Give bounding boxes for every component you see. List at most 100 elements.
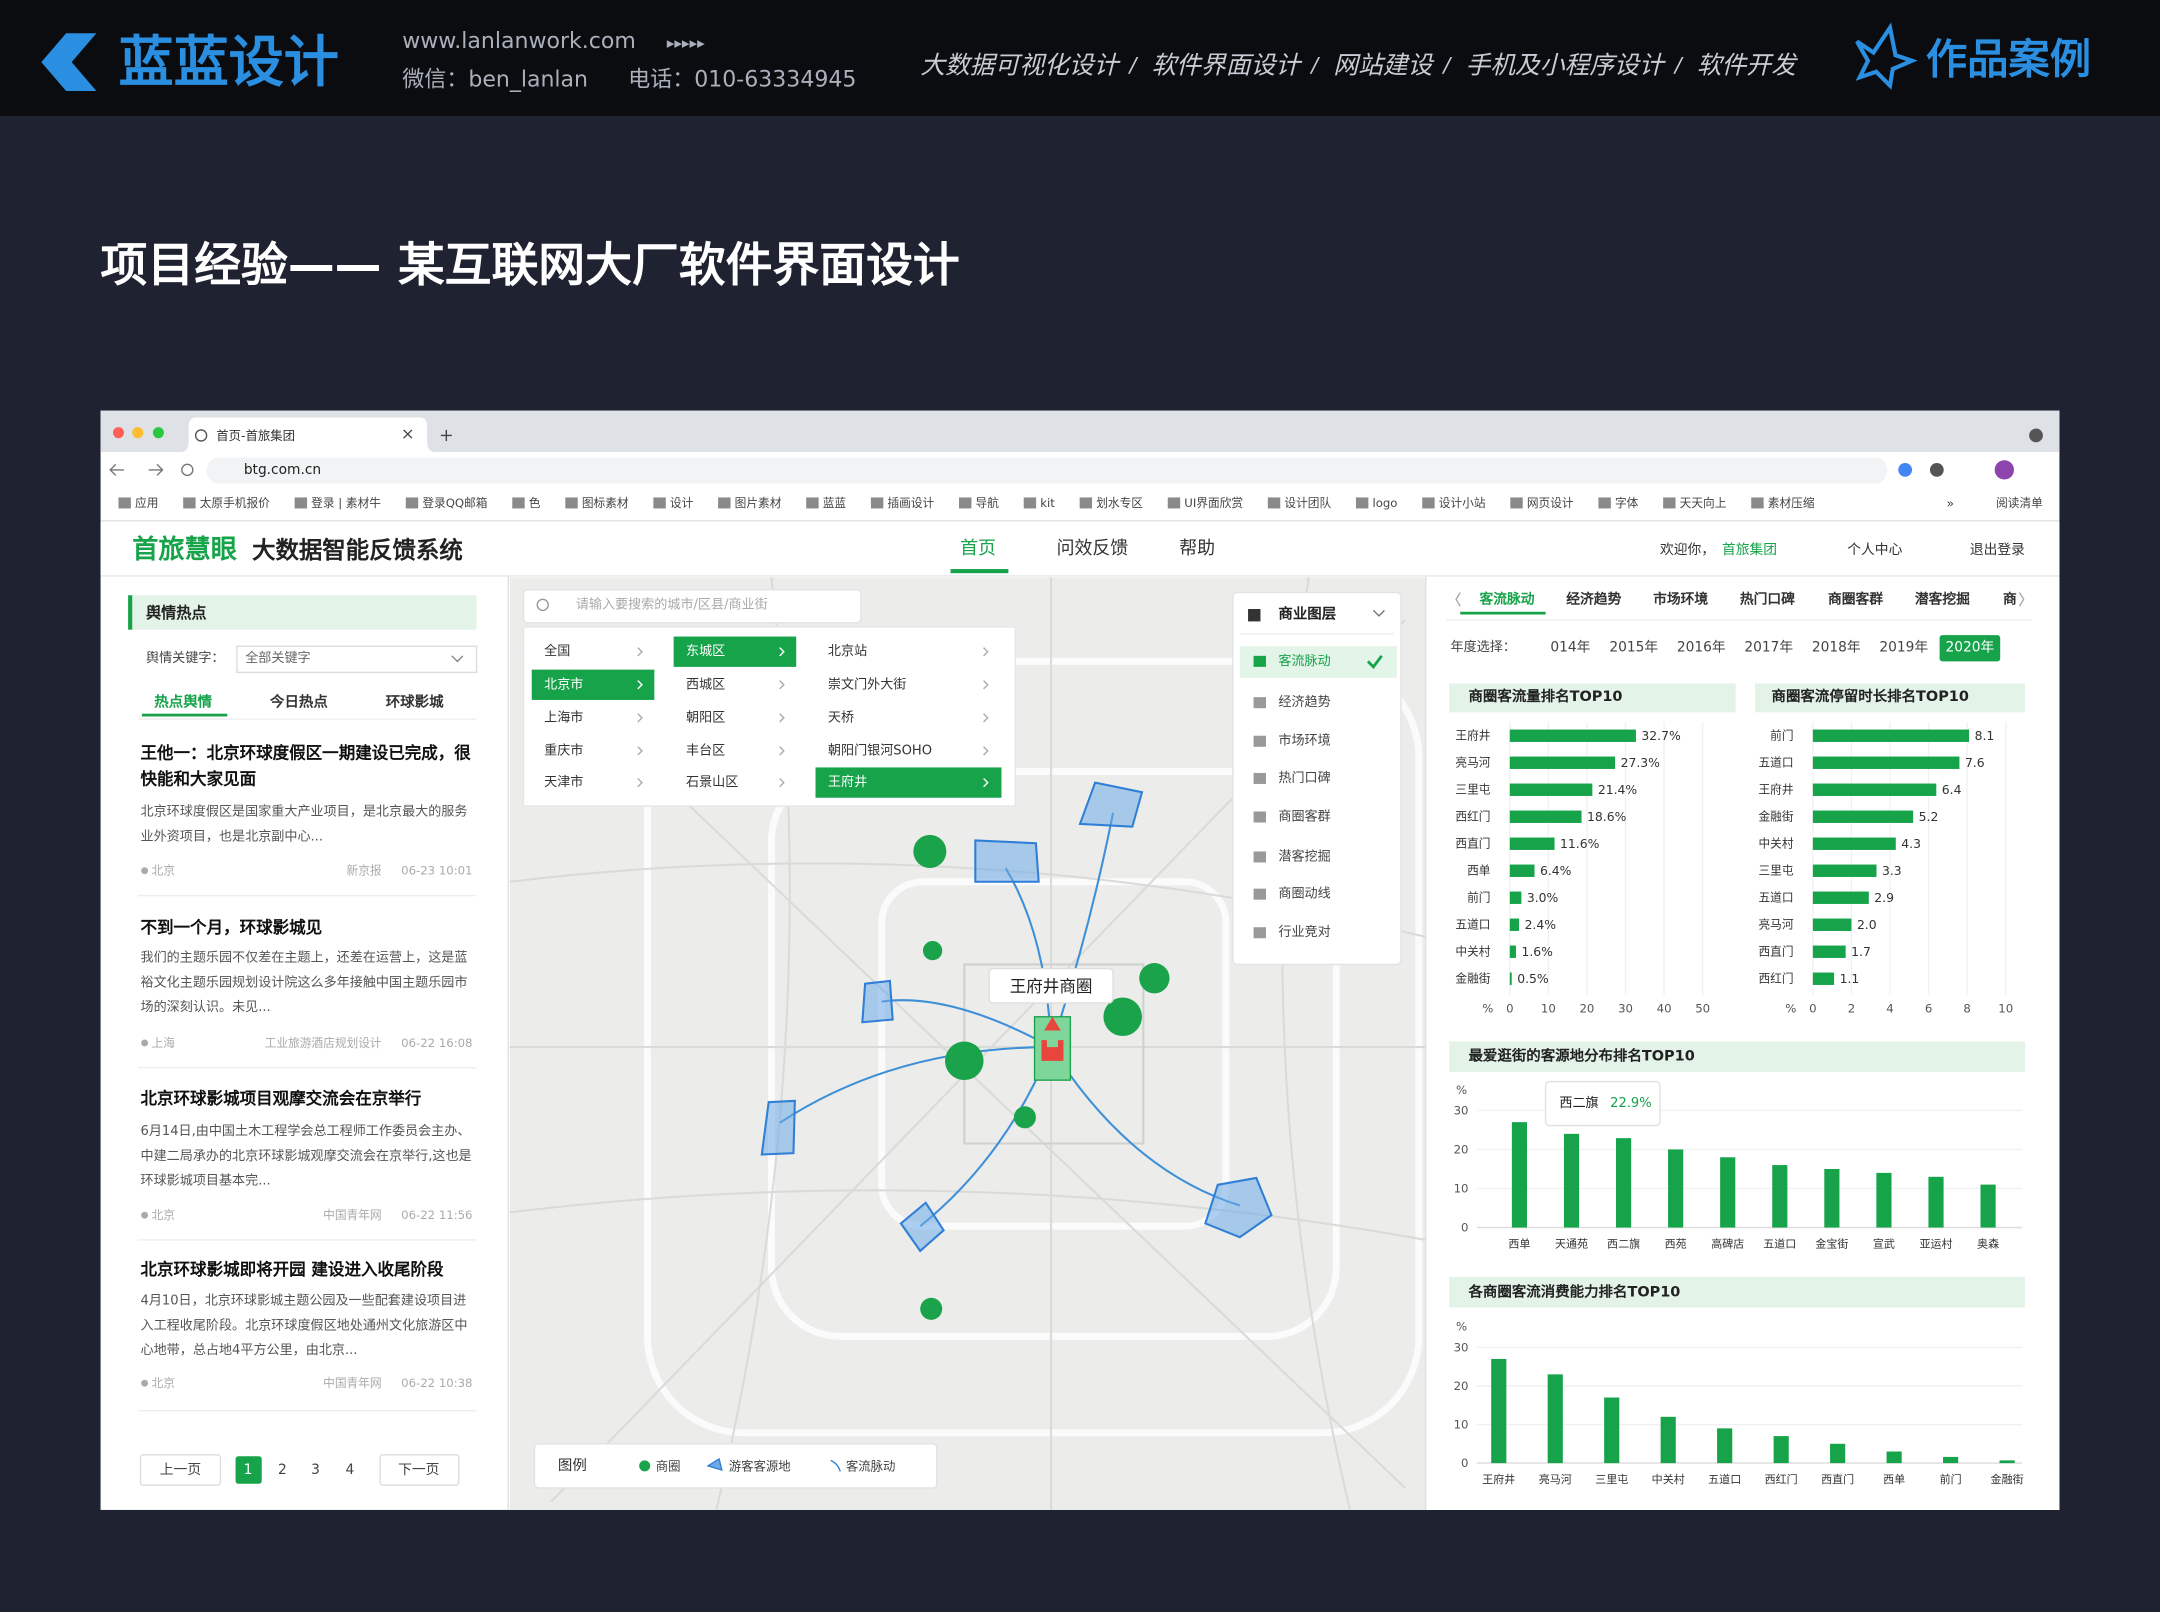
selected-region <box>531 669 655 700</box>
region-item[interactable]: 天津市 <box>544 773 583 790</box>
layer-item[interactable]: 市场环境 <box>1278 732 1330 749</box>
window-close[interactable] <box>112 427 124 439</box>
region-item[interactable]: 朝阳区 <box>686 709 725 725</box>
news-summary: 4月10日，北京环球影城主题公园及一些配套建设项目进 <box>141 1292 467 1308</box>
page-number[interactable]: 3 <box>311 1462 320 1478</box>
news-title[interactable]: 北京环球影城即将开园 建设进入收尾阶段 <box>141 1258 445 1278</box>
current-page[interactable] <box>235 1456 262 1484</box>
analysis-tab[interactable]: 客流脉动 <box>1479 590 1535 607</box>
value-label: 2.9 <box>1874 890 1894 905</box>
nav-arrows[interactable] <box>109 463 164 476</box>
layer-item[interactable]: 商圈动线 <box>1278 886 1330 902</box>
badge-icon <box>1855 22 1918 90</box>
year-item[interactable]: 2017年 <box>1744 640 1793 656</box>
tooltip-box <box>1544 1080 1661 1127</box>
region-item[interactable]: 西城区 <box>686 676 725 692</box>
prev-button[interactable] <box>139 1454 222 1486</box>
axis-unit: % <box>1456 1320 1467 1334</box>
bar <box>1717 1428 1733 1464</box>
region-item[interactable]: 朝阳门银河SOHO <box>828 742 932 758</box>
analysis-tab[interactable]: 热门口碑 <box>1740 590 1795 607</box>
legend-title: 图例 <box>558 1457 587 1474</box>
bookmark: 天天向上 <box>1680 496 1727 510</box>
news-title[interactable]: 不到一个月，环球影城见 <box>141 918 323 937</box>
layer-item[interactable]: 经济趋势 <box>1278 694 1330 710</box>
news-tab[interactable]: 热点舆情 <box>154 693 212 711</box>
region-item[interactable]: 北京市 <box>544 675 583 692</box>
year-item[interactable]: 2015年 <box>1609 640 1658 656</box>
category-label: 中关村 <box>1455 945 1490 959</box>
region-item[interactable]: 北京站 <box>828 643 867 659</box>
region-item[interactable]: 东城区 <box>686 643 725 659</box>
nav-item[interactable]: 首页 <box>960 538 996 559</box>
bar <box>1812 810 1914 823</box>
analysis-tab[interactable]: 市场环境 <box>1653 590 1708 607</box>
nav-item[interactable]: 帮助 <box>1179 538 1215 559</box>
news-tab[interactable]: 环球影城 <box>386 693 444 711</box>
category-label: 西单 <box>1508 1238 1530 1251</box>
region-item[interactable]: 丰台区 <box>686 742 725 758</box>
region-item[interactable]: 石景山区 <box>686 774 738 790</box>
region-item[interactable]: 天桥 <box>828 709 854 725</box>
layer-item[interactable]: 行业竞对 <box>1278 923 1330 940</box>
year-label: 年度选择： <box>1451 639 1516 655</box>
page-number[interactable]: 4 <box>346 1462 355 1478</box>
news-title[interactable]: 王他一：北京环球度假区一期建设已完成，很快能和大家见面 <box>141 742 472 788</box>
window-minimize[interactable] <box>132 427 144 439</box>
bookmark-icon <box>1422 497 1435 509</box>
analysis-tab[interactable]: 商圈客群 <box>1828 590 1883 607</box>
analysis-tab[interactable]: 潜客挖掘 <box>1915 590 1970 607</box>
tab-close[interactable] <box>403 429 413 439</box>
news-summary: 环球影城项目基本完... <box>141 1172 271 1188</box>
year-item[interactable]: 2020年 <box>1945 640 1994 656</box>
region-item[interactable]: 王府井 <box>828 774 867 790</box>
next-button[interactable] <box>379 1454 460 1486</box>
reload[interactable] <box>181 463 194 477</box>
bar <box>1830 1443 1846 1464</box>
year-item[interactable]: 014年 <box>1550 640 1590 656</box>
layer-item[interactable]: 潜客挖掘 <box>1278 847 1330 864</box>
year-item[interactable]: 2018年 <box>1812 640 1861 656</box>
layer-item[interactable]: 热门口碑 <box>1278 770 1330 786</box>
nav-item[interactable]: 问效反馈 <box>1057 538 1129 559</box>
extension[interactable] <box>1898 462 1913 477</box>
profile[interactable] <box>1994 460 2014 480</box>
analysis-tab[interactable]: 经济趋势 <box>1566 590 1621 607</box>
window-maximize[interactable] <box>152 427 164 439</box>
logout[interactable]: 退出登录 <box>1970 542 2025 558</box>
search-box[interactable] <box>522 589 862 624</box>
map <box>760 1099 796 1156</box>
extension[interactable] <box>1929 462 1944 477</box>
omnibox[interactable] <box>206 457 1888 484</box>
category-label: 王府井 <box>1758 783 1793 797</box>
region-item[interactable]: 重庆市 <box>544 741 583 758</box>
year-item[interactable]: 2019年 <box>1879 640 1928 656</box>
analysis-tab[interactable]: 商 <box>2003 590 2017 607</box>
map <box>974 839 1040 883</box>
region-item[interactable]: 全国 <box>544 642 570 659</box>
news-summary: 北京环球度假区是国家重大产业项目，是北京最大的服务业外资项目，也是北京副中心..… <box>141 802 468 844</box>
service-item: 软件界面设计 <box>1152 50 1303 79</box>
layer-item[interactable]: 客流脉动 <box>1278 652 1330 669</box>
browser-tab[interactable] <box>180 417 436 452</box>
callout-label: 王府井商圈 <box>1010 977 1093 996</box>
value-label: 8.1 <box>1975 728 1995 743</box>
tab-scroll[interactable] <box>1455 592 2025 607</box>
layer-item[interactable]: 商圈客群 <box>1278 808 1330 825</box>
brand-logo <box>41 33 97 92</box>
personal-center[interactable]: 个人中心 <box>1847 542 1902 558</box>
bookmark-icon <box>1510 497 1523 509</box>
new-tab[interactable] <box>440 429 452 441</box>
news-title[interactable]: 北京环球影城项目观摩交流会在京举行 <box>141 1088 422 1108</box>
year-item[interactable]: 2016年 <box>1677 640 1726 656</box>
page-number[interactable]: 1 <box>244 1462 253 1478</box>
bar <box>1812 891 1869 904</box>
browser-menu-dot[interactable] <box>2029 428 2043 443</box>
region-item[interactable]: 上海市 <box>544 708 583 725</box>
page-number[interactable]: 2 <box>278 1462 287 1478</box>
next-page: 下一页 <box>398 1462 439 1478</box>
keyword-select[interactable] <box>236 645 478 674</box>
region-item[interactable]: 崇文门外大街 <box>828 676 906 692</box>
news-tab[interactable]: 今日热点 <box>269 693 328 711</box>
